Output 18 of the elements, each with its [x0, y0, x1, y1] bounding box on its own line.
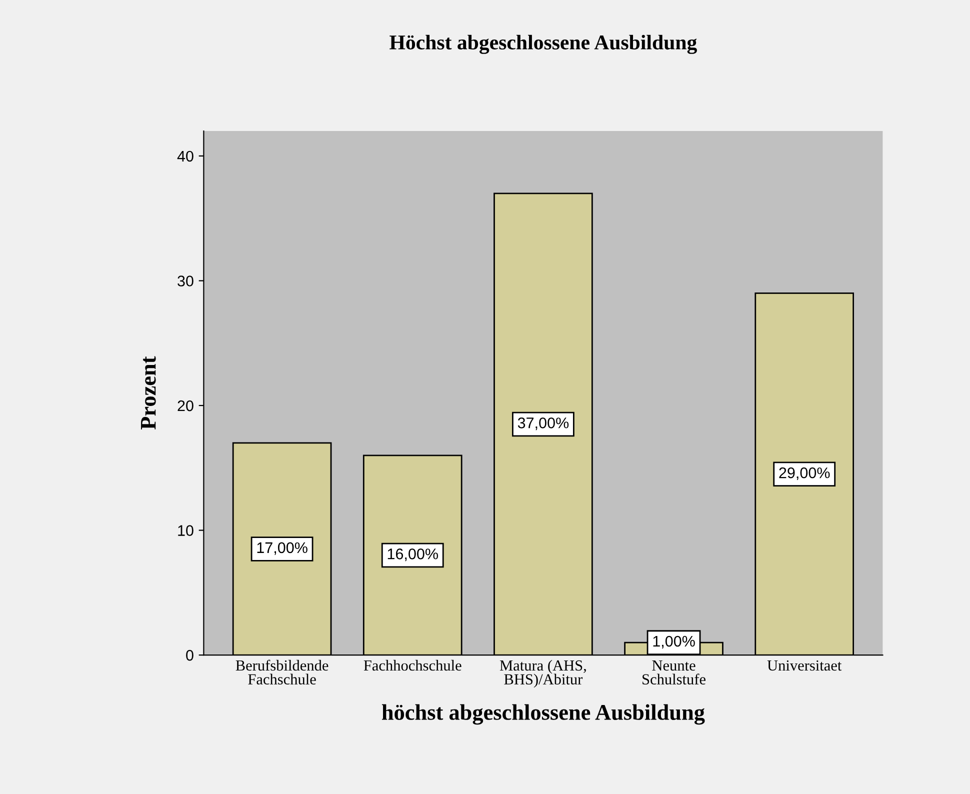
data-label: 16,00% [388, 548, 438, 562]
chart-title: Höchst abgeschlossene Ausbildung [390, 34, 697, 54]
x-tick-label: Matura (AHS, BHS)/Abitur [500, 660, 586, 688]
data-label: 29,00% [779, 467, 830, 480]
data-label: 37,00% [518, 418, 569, 430]
y-tick-label: 30 [178, 276, 194, 286]
data-label: 1,00% [653, 636, 695, 648]
x-tick-label: Berufsbildende Fachschule [236, 660, 328, 685]
y-tick-label: 0 [186, 650, 194, 661]
x-tick-label: Neunte Schulstufe [642, 660, 706, 685]
x-tick-label: Universitaet [767, 660, 842, 671]
y-tick-label: 10 [178, 525, 194, 536]
x-tick-label: Fachhochschule [364, 660, 462, 671]
data-label: 17,00% [257, 542, 308, 555]
y-axis-title: Prozent [141, 356, 156, 430]
y-tick-label: 40 [177, 150, 194, 162]
x-axis-title: höchst abgeschlossene Ausbildung [382, 704, 705, 725]
y-tick-label: 20 [178, 400, 194, 412]
